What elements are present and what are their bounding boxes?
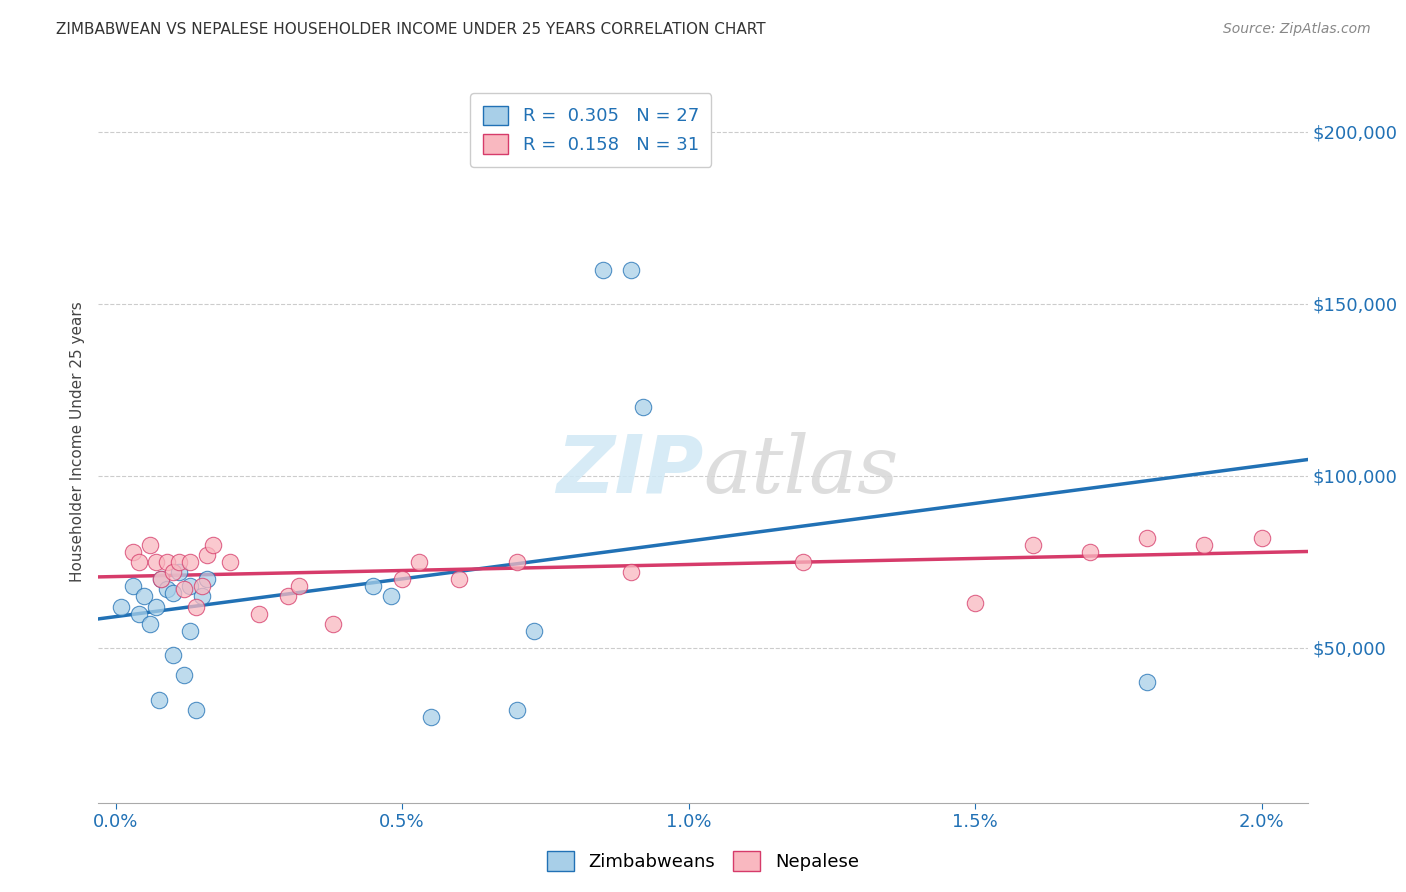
- Point: [128, 555, 150, 569]
- Point: [277, 590, 299, 604]
- Point: [167, 566, 190, 580]
- Point: [631, 400, 654, 414]
- Point: [179, 579, 201, 593]
- Point: [506, 555, 529, 569]
- Y-axis label: Householder Income Under 25 years: Householder Income Under 25 years: [69, 301, 84, 582]
- Point: [288, 579, 311, 593]
- Point: [506, 703, 529, 717]
- Point: [620, 262, 643, 277]
- Point: [128, 607, 150, 621]
- Point: [162, 586, 184, 600]
- Point: [179, 624, 201, 638]
- Text: ZIP: ZIP: [555, 432, 703, 509]
- Point: [1078, 544, 1101, 558]
- Point: [184, 599, 207, 614]
- Point: [1250, 531, 1272, 545]
- Point: [419, 710, 441, 724]
- Point: [449, 572, 471, 586]
- Point: [202, 538, 225, 552]
- Point: [391, 572, 413, 586]
- Point: [620, 566, 643, 580]
- Point: [162, 566, 184, 580]
- Point: [150, 572, 173, 586]
- Point: [195, 548, 218, 562]
- Legend: Zimbabweans, Nepalese: Zimbabweans, Nepalese: [540, 844, 866, 879]
- Point: [173, 582, 195, 597]
- Point: [592, 262, 614, 277]
- Point: [190, 590, 212, 604]
- Point: [408, 555, 430, 569]
- Text: atlas: atlas: [703, 432, 898, 509]
- Point: [121, 579, 143, 593]
- Point: [1194, 538, 1216, 552]
- Point: [145, 599, 167, 614]
- Point: [145, 555, 167, 569]
- Point: [219, 555, 242, 569]
- Point: [167, 555, 190, 569]
- Point: [1136, 531, 1159, 545]
- Point: [148, 692, 170, 706]
- Point: [139, 616, 162, 631]
- Point: [110, 599, 132, 614]
- Point: [184, 703, 207, 717]
- Point: [173, 668, 195, 682]
- Point: [1136, 675, 1159, 690]
- Point: [150, 572, 173, 586]
- Point: [190, 579, 212, 593]
- Point: [139, 538, 162, 552]
- Point: [322, 616, 344, 631]
- Point: [965, 596, 987, 610]
- Point: [195, 572, 218, 586]
- Point: [380, 590, 402, 604]
- Point: [1021, 538, 1043, 552]
- Text: ZIMBABWEAN VS NEPALESE HOUSEHOLDER INCOME UNDER 25 YEARS CORRELATION CHART: ZIMBABWEAN VS NEPALESE HOUSEHOLDER INCOM…: [56, 22, 766, 37]
- Point: [156, 582, 179, 597]
- Legend: R =  0.305   N = 27, R =  0.158   N = 31: R = 0.305 N = 27, R = 0.158 N = 31: [470, 93, 711, 167]
- Point: [121, 544, 143, 558]
- Point: [523, 624, 546, 638]
- Text: Source: ZipAtlas.com: Source: ZipAtlas.com: [1223, 22, 1371, 37]
- Point: [156, 555, 179, 569]
- Point: [792, 555, 814, 569]
- Point: [363, 579, 385, 593]
- Point: [247, 607, 270, 621]
- Point: [162, 648, 184, 662]
- Point: [134, 590, 156, 604]
- Point: [179, 555, 201, 569]
